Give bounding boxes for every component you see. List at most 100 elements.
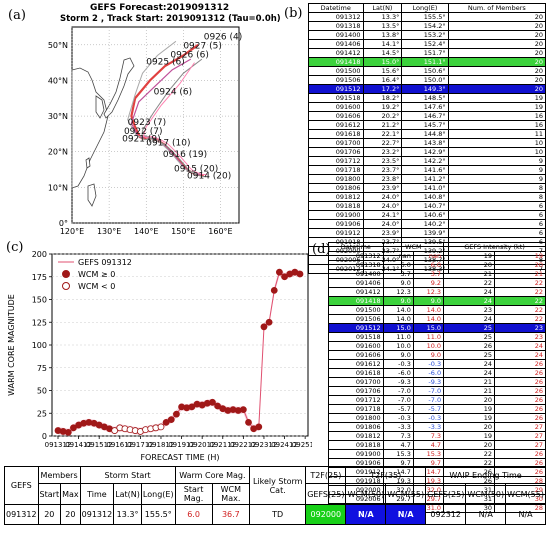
table-b-cell: 9	[447, 174, 547, 184]
table-d-cell: -5.7	[382, 404, 414, 414]
table-d-cell: 26	[494, 449, 546, 459]
table-d-cell: 4.7	[382, 440, 414, 450]
table-b-cell: 14.1°	[362, 39, 403, 49]
table-b-cell: 20	[447, 39, 547, 49]
table-d-cell: -0.3	[382, 413, 414, 423]
val-lat: 13.3°	[113, 504, 142, 525]
lat-tick-label: 0°	[59, 219, 68, 228]
table-d-cell: 091718	[328, 404, 384, 414]
hdr-wcm50: WCM(50)	[345, 483, 387, 505]
table-d-cell: 14.0	[412, 305, 445, 315]
wcm-point	[111, 427, 119, 434]
table-d-row: 091818 4.7 4.7 20 27	[328, 440, 546, 450]
table-b-cell: 10	[447, 138, 547, 148]
table-b-cell: 148.5°	[401, 93, 449, 103]
table-d-cell: 091806	[328, 422, 384, 432]
table-d-cell: 25	[443, 332, 496, 342]
track-date-label: 0924 (6)	[154, 88, 193, 98]
table-b-cell: 13.5°	[362, 21, 403, 31]
val-wcm-max: 36.7	[211, 504, 251, 525]
table-b-cell: 17.2°	[362, 84, 403, 94]
table-b-cell: 18.2°	[362, 93, 403, 103]
table-d-cell: 6.0	[412, 260, 445, 270]
table-d-cell: 22	[443, 449, 496, 459]
table-d-cell: 19	[443, 413, 496, 423]
table-b-row: 091900 24.1° 140.6° 6	[308, 210, 547, 220]
val-max: 20	[60, 504, 81, 525]
track-date-label: 0917 (10)	[146, 138, 190, 148]
hdr-t2f35: T2F(35)	[345, 466, 427, 484]
table-d-cell: 26	[494, 386, 546, 396]
table-d-cell: 091800	[328, 413, 384, 423]
table-d-cell: 21	[443, 269, 496, 279]
table-d-cell: 26	[494, 395, 546, 405]
table-d-cell: 24	[443, 296, 496, 306]
table-d-cell: -7.0	[412, 395, 445, 405]
table-b-cell: 23.9°	[362, 228, 403, 238]
table-b-cell: 19	[447, 93, 547, 103]
val-start: 20	[37, 504, 62, 525]
table-b-cell: 23.2°	[362, 147, 403, 157]
table-d-cell: 26	[494, 359, 546, 369]
table-b-cell: 155.5°	[401, 12, 449, 22]
table-b-row: 091512 17.2° 149.3° 20	[308, 84, 547, 94]
table-d-cell: 23	[494, 323, 546, 333]
table-d-cell: 23	[494, 332, 546, 342]
table-d-cell: -3.3	[382, 422, 414, 432]
hdr-gefs: GEFS	[4, 466, 39, 505]
x-axis-label: FORECAST TIME (H)	[140, 453, 219, 462]
table-b-cell: 15.0°	[362, 57, 403, 67]
table-b-cell: 9	[447, 156, 547, 166]
table-b-cell: 144.8°	[401, 129, 449, 139]
table-b-row: 091612 21.2° 145.7° 16	[308, 120, 547, 130]
val-waip-wcm55: N/A	[505, 504, 546, 525]
table-d-row: 091806 -3.3 -3.3 20 27	[328, 422, 546, 432]
wcm-point	[157, 423, 165, 431]
table-d-row: 091418 9.0 9.0 24 22	[328, 296, 546, 306]
table-d-cell: 20	[443, 260, 496, 270]
table-d-cell: 12.3	[412, 287, 445, 297]
table-d-cell: 24	[494, 350, 546, 360]
hdr-warm-core: Warm Core Mag.	[174, 466, 251, 484]
track-date-label: 0915 (20)	[174, 164, 218, 174]
table-d-cell: 091518	[328, 332, 384, 342]
wcm-point	[162, 418, 170, 426]
philippines-coastline	[87, 183, 97, 207]
table-b-row: 091800 23.8° 141.2° 9	[308, 174, 547, 184]
table-b-cell: 140.6°	[401, 210, 449, 220]
wcm-point	[245, 418, 252, 426]
table-b-cell: 20	[447, 66, 547, 76]
table-b-header: Datetime	[308, 3, 364, 13]
table-b-cell: 152.4°	[401, 39, 449, 49]
table-d-cell: 26	[443, 341, 496, 351]
x-tick-label: 091412	[65, 441, 92, 449]
table-d-cell: 14.0	[382, 314, 414, 324]
table-d-cell: 22	[494, 314, 546, 324]
table-d-cell: -7.0	[382, 386, 414, 396]
table-d-row: 091718 -5.7 -5.7 19 26	[328, 404, 546, 414]
track-date-label: 0926 (6)	[170, 50, 209, 60]
panel-label-c: (c)	[6, 240, 24, 255]
table-b-cell: 091318	[308, 21, 364, 31]
table-b-cell: 091912	[308, 228, 364, 238]
table-d-cell: 6.0	[382, 260, 414, 270]
track-date-label: 0922 (7)	[124, 127, 163, 137]
track-date-label: 0923 (7)	[128, 118, 167, 128]
x-tick-label: 091712	[127, 441, 154, 449]
table-d-cell: 9.0	[382, 278, 414, 288]
table-b-cell: 091512	[308, 84, 364, 94]
table-d-row: 091400 3.7 3.7 21 21	[328, 269, 546, 279]
wcm-point	[296, 270, 304, 278]
summary-table: GEFS Members Storm Start Warm Core Mag. …	[4, 466, 546, 525]
table-b-cell: 142.2°	[401, 156, 449, 166]
y-tick-label: 150	[32, 296, 47, 305]
table-b-cell: 140.8°	[401, 192, 449, 202]
x-tick-label: 091812	[148, 441, 175, 449]
table-b-cell: 11	[447, 129, 547, 139]
table-b-cell: 23.7°	[362, 165, 403, 175]
table-d-cell: 27	[494, 440, 546, 450]
table-d-cell: 091606	[328, 350, 384, 360]
table-b-cell: 20.2°	[362, 111, 403, 121]
table-b-cell: 151.1°	[401, 57, 449, 67]
table-d-cell: 091618	[328, 368, 384, 378]
